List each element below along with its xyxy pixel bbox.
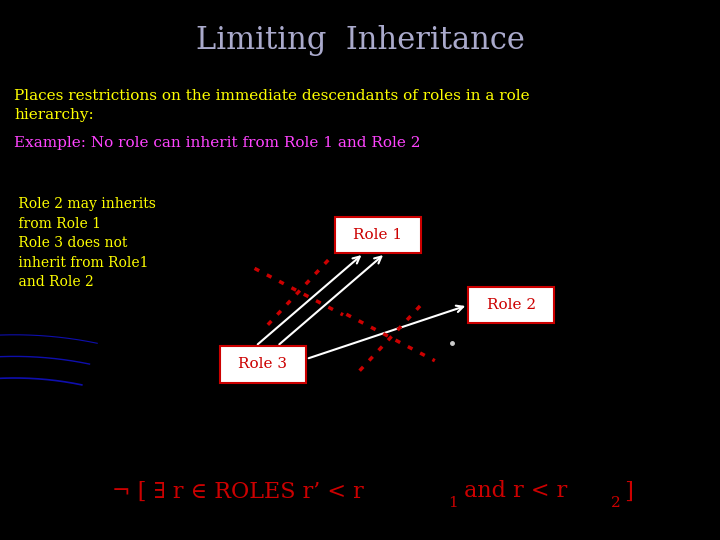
- Text: Role 1: Role 1: [354, 228, 402, 242]
- Text: Example: No role can inherit from Role 1 and Role 2: Example: No role can inherit from Role 1…: [14, 136, 421, 150]
- Text: and r < r: and r < r: [457, 481, 567, 502]
- FancyBboxPatch shape: [220, 346, 306, 383]
- Text: Limiting  Inheritance: Limiting Inheritance: [196, 25, 524, 56]
- Text: Places restrictions on the immediate descendants of roles in a role
hierarchy:: Places restrictions on the immediate des…: [14, 89, 530, 122]
- Text: ]: ]: [618, 481, 634, 502]
- FancyBboxPatch shape: [468, 287, 554, 323]
- Text: ¬ [ ∃ r ∈ ROLES r’ < r: ¬ [ ∃ r ∈ ROLES r’ < r: [112, 481, 364, 502]
- Text: Role 3: Role 3: [238, 357, 287, 372]
- Text: Role 2 may inherits
 from Role 1
 Role 3 does not
 inherit from Role1
 and Role : Role 2 may inherits from Role 1 Role 3 d…: [14, 197, 156, 289]
- Text: 1: 1: [448, 496, 458, 510]
- Text: 2: 2: [611, 496, 621, 510]
- FancyBboxPatch shape: [335, 217, 421, 253]
- Text: Role 2: Role 2: [487, 298, 536, 312]
